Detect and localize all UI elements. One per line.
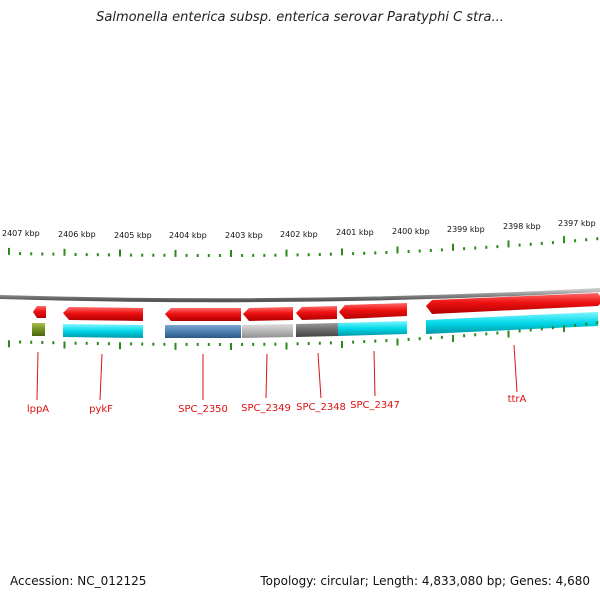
- leader-line-SPC_2348: [317, 352, 322, 399]
- gene-arrow-SPC_2347[interactable]: [339, 303, 407, 319]
- scale-labels: 2407 kbp 2406 kbp 2405 kbp 2404 kbp 2403…: [2, 219, 596, 240]
- scale-label: 2401 kbp: [336, 228, 374, 237]
- gene-arrow-pykF[interactable]: [63, 307, 143, 321]
- feature-bar-SPC_2349[interactable]: [242, 324, 293, 338]
- gene-arrow-SPC_2350[interactable]: [165, 308, 241, 321]
- leader-line-lppA: [36, 351, 39, 401]
- scale-label: 2397 kbp: [558, 219, 596, 228]
- label-leader-lines: [36, 344, 518, 401]
- genome-backbone: [0, 288, 600, 303]
- gene-labels: lppA pykF SPC_2350 SPC_2349 SPC_2348 SPC…: [27, 394, 527, 415]
- scale-label: 2404 kbp: [169, 231, 207, 240]
- feature-bar-SPC_2350[interactable]: [165, 325, 241, 338]
- gene-label-ttrA[interactable]: ttrA: [508, 394, 527, 405]
- feature-bar-pykF[interactable]: [63, 324, 143, 338]
- outer-scale-ticks: [8, 236, 599, 257]
- scale-label: 2398 kbp: [503, 222, 541, 231]
- feature-bars: [32, 312, 598, 338]
- gene-label-pykF[interactable]: pykF: [89, 404, 113, 415]
- gene-arrow-SPC_2349[interactable]: [243, 307, 293, 321]
- accession-label: Accession: NC_012125: [10, 574, 147, 588]
- leader-line-SPC_2349: [265, 353, 268, 399]
- gene-label-SPC_2348[interactable]: SPC_2348: [296, 402, 346, 413]
- feature-bar-lppA[interactable]: [32, 323, 45, 336]
- topology-info: Topology: circular; Length: 4,833,080 bp…: [260, 574, 590, 588]
- feature-bar-SPC_2347[interactable]: [338, 321, 407, 336]
- leader-line-pykF: [99, 353, 103, 401]
- gene-label-SPC_2350[interactable]: SPC_2350: [178, 404, 228, 415]
- page-title: Salmonella enterica subsp. enterica sero…: [96, 10, 504, 25]
- feature-bar-ttrA[interactable]: [426, 312, 598, 334]
- scale-label: 2403 kbp: [225, 231, 263, 240]
- inner-scale-ticks: [8, 321, 599, 350]
- gene-label-SPC_2347[interactable]: SPC_2347: [350, 400, 400, 411]
- scale-label: 2406 kbp: [58, 230, 96, 239]
- gene-label-lppA[interactable]: lppA: [27, 404, 49, 415]
- leader-line-SPC_2347: [373, 350, 376, 397]
- scale-label: 2399 kbp: [447, 225, 485, 234]
- feature-bar-SPC_2348[interactable]: [296, 323, 338, 337]
- gene-arrow-ttrA[interactable]: [426, 293, 600, 314]
- scale-label: 2402 kbp: [280, 230, 318, 239]
- gene-arrow-SPC_2348[interactable]: [296, 306, 337, 320]
- scale-label: 2400 kbp: [392, 227, 430, 236]
- leader-line-ttrA: [513, 344, 518, 393]
- gene-arrow-lppA[interactable]: [33, 306, 46, 318]
- scale-label: 2407 kbp: [2, 229, 40, 238]
- gene-label-SPC_2349[interactable]: SPC_2349: [241, 403, 291, 414]
- scale-label: 2405 kbp: [114, 231, 152, 240]
- gene-arrows: [33, 293, 600, 321]
